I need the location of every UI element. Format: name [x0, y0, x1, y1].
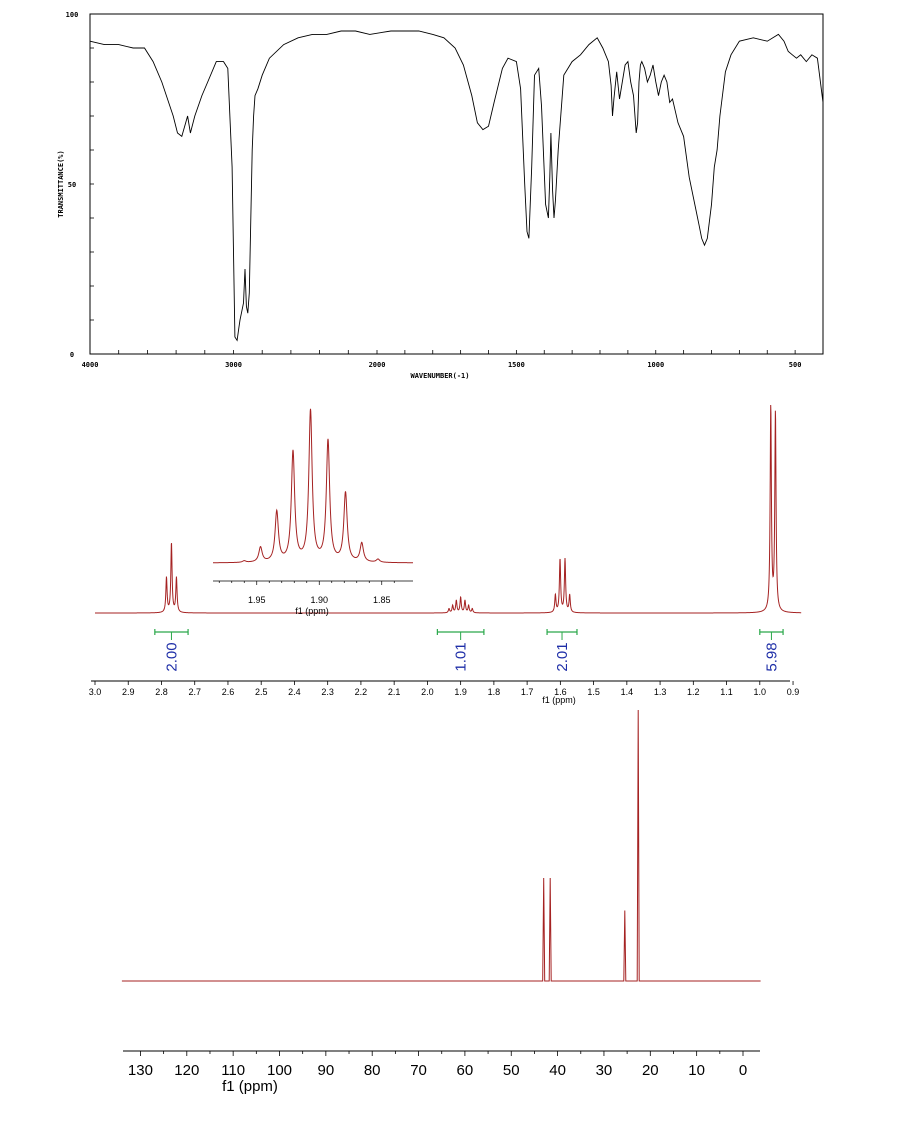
h-nmr-inset-trace	[213, 408, 413, 564]
h-nmr-x-tick-label: 2.2	[355, 687, 368, 697]
c-nmr-x-axis-label: f1 (ppm)	[222, 1078, 278, 1095]
c-nmr-x-tick-label: 50	[503, 1062, 520, 1079]
h-nmr-inset-x-tick-label: 1.90	[310, 595, 328, 605]
h-nmr-integral-label: 1.01	[453, 642, 470, 671]
h-nmr-x-tick-label: 2.5	[255, 687, 268, 697]
h-nmr-integral: 2.01	[546, 629, 578, 672]
h-nmr-trace	[95, 405, 802, 614]
c-nmr-x-tick-label: 40	[549, 1062, 566, 1079]
ir-minor-ticks	[89, 13, 824, 355]
ir-x-tick-label: 4000	[82, 361, 99, 369]
c-nmr-trace	[121, 709, 761, 982]
h-nmr-x-tick-labels: 3.0 2.9 2.8 2.7 2.6 2.5 2.4 2.3 2.2 2.1 2.0 1.9 1.8 1…	[89, 681, 800, 697]
ir-y-tick-label: 100	[66, 11, 79, 19]
h-nmr-x-tick-label: 1.5	[587, 687, 600, 697]
h-nmr-x-tick-label: 2.7	[188, 687, 201, 697]
c-nmr-x-tick-label: 80	[364, 1062, 381, 1079]
c-nmr-x-tick-label: 100	[267, 1062, 292, 1079]
h-nmr-x-tick-label: 1.2	[687, 687, 700, 697]
h-nmr-integrals: 2.00 1.01 2.01 5.98	[154, 629, 784, 672]
ir-y-axis-label: TRANSMITTANCE(%)	[57, 150, 65, 217]
ir-x-tick-label: 500	[789, 361, 802, 369]
c-nmr-x-tick-label: 30	[596, 1062, 613, 1079]
h-nmr-x-tick-label: 1.6	[554, 687, 567, 697]
c-nmr-spectrum-panel: 130 120 110 100 90 80 70 60 50 40 30 20 10 0 f1 (ppm)	[121, 709, 761, 1095]
ir-x-tick-label: 1500	[508, 361, 525, 369]
h-nmr-x-tick-label: 1.8	[488, 687, 501, 697]
c-nmr-x-tick-label: 70	[410, 1062, 427, 1079]
h-nmr-x-tick-label: 0.9	[787, 687, 800, 697]
c-nmr-x-tick-label: 60	[457, 1062, 474, 1079]
h-nmr-x-axis-label: f1 (ppm)	[542, 695, 576, 705]
ir-transmittance-line	[89, 30, 824, 342]
h-nmr-integral: 5.98	[759, 629, 784, 672]
h-nmr-spectrum-panel: 2.00 1.01 2.01 5.98 3.0 2.9 2.8 2.7 2.6 2.5 2.4 2.…	[89, 405, 802, 705]
h-nmr-x-tick-label: 2.3	[321, 687, 334, 697]
h-nmr-integral-label: 2.00	[163, 642, 180, 671]
h-nmr-x-tick-label: 2.0	[421, 687, 434, 697]
h-nmr-x-tick-label: 1.7	[521, 687, 534, 697]
ir-x-tick-labels: 4000 3000 2000 1500 1000 500	[82, 361, 802, 369]
h-nmr-x-tick-label: 2.9	[122, 687, 135, 697]
h-nmr-inset-x-tick-labels: 1.95 1.90 1.85	[218, 581, 395, 605]
h-nmr-x-tick-label: 1.3	[654, 687, 667, 697]
h-nmr-integral: 2.00	[154, 629, 189, 672]
h-nmr-inset-x-tick-label: 1.85	[373, 595, 391, 605]
ir-x-tick-label: 3000	[225, 361, 242, 369]
h-nmr-integral-label: 2.01	[554, 642, 571, 671]
c-nmr-x-tick-label: 110	[221, 1062, 245, 1079]
h-nmr-x-tick-label: 2.8	[155, 687, 168, 697]
h-nmr-x-tick-label: 1.4	[621, 687, 634, 697]
h-nmr-integral-label: 5.98	[763, 642, 780, 671]
ir-x-axis-label: WAVENUMBER(-1)	[410, 372, 469, 380]
h-nmr-x-tick-label: 2.4	[288, 687, 301, 697]
c-nmr-x-tick-labels: 130 120 110 100 90 80 70 60 50 40 30 20 10 0	[128, 1051, 747, 1079]
h-nmr-x-tick-label: 3.0	[89, 687, 102, 697]
c-nmr-x-tick-label: 0	[739, 1062, 747, 1079]
c-nmr-x-tick-label: 130	[128, 1062, 153, 1079]
ir-x-tick-label: 1000	[647, 361, 664, 369]
ir-y-tick-labels: 0 50 100	[66, 11, 79, 359]
h-nmr-x-tick-label: 2.6	[222, 687, 235, 697]
h-nmr-inset-x-tick-label: 1.95	[248, 595, 266, 605]
c-nmr-x-tick-label: 10	[688, 1062, 705, 1079]
h-nmr-x-tick-label: 1.1	[720, 687, 733, 697]
h-nmr-integral: 1.01	[436, 629, 485, 672]
ir-y-tick-label: 0	[70, 351, 74, 359]
ir-x-tick-label: 2000	[369, 361, 386, 369]
h-nmr-x-tick-label: 2.1	[388, 687, 401, 697]
h-nmr-inset: 1.95 1.90 1.85 f1 (ppm)	[213, 408, 413, 616]
h-nmr-x-tick-label: 1.9	[454, 687, 467, 697]
ir-y-tick-label: 50	[68, 181, 76, 189]
c-nmr-x-tick-label: 120	[174, 1062, 199, 1079]
c-nmr-x-tick-label: 20	[642, 1062, 659, 1079]
h-nmr-inset-x-axis-label: f1 (ppm)	[295, 606, 329, 616]
ir-spectrum-panel: 4000 3000 2000 1500 1000 500 0 50 100 WAVENUMBE…	[57, 11, 824, 380]
c-nmr-x-tick-label: 90	[318, 1062, 335, 1079]
h-nmr-x-tick-label: 1.0	[754, 687, 767, 697]
